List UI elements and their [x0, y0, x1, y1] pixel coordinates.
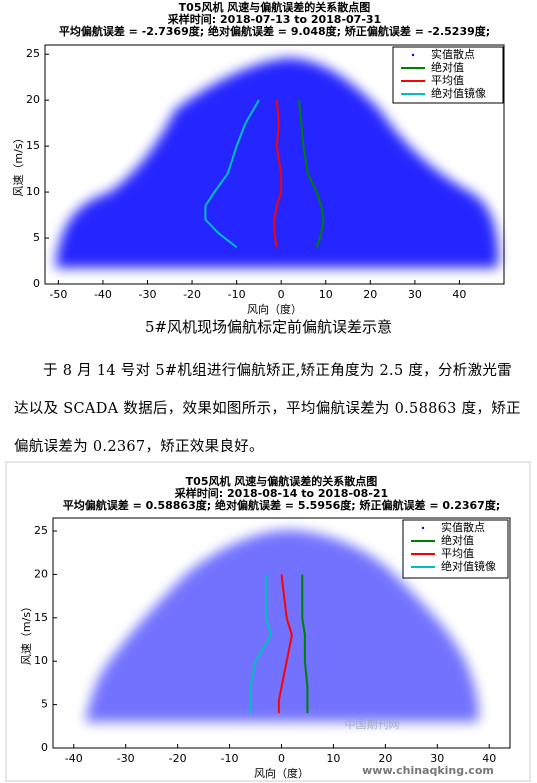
plot-frame — [44, 44, 505, 285]
y-tick-label: 25 — [26, 47, 40, 60]
chart-title: T05风机 风速与偏航误差的关系散点图 — [179, 0, 371, 14]
x-tick-label: 10 — [326, 752, 340, 765]
y-tick-label: 15 — [34, 611, 48, 624]
line-series — [273, 100, 283, 248]
legend-label: 实值散点 — [431, 47, 475, 61]
x-tick-label: 20 — [378, 752, 392, 765]
x-tick-label: 40 — [482, 752, 496, 765]
legend-label: 平均值 — [431, 74, 464, 87]
line-series — [298, 100, 325, 248]
scatter-cloud — [85, 530, 479, 722]
chart-stats: 平均偏航误差 = 0.58863度; 绝对偏航误差 = 5.5956度; 矫正偏… — [63, 498, 500, 512]
y-tick-label: 20 — [26, 93, 40, 106]
y-tick-label: 0 — [33, 277, 40, 290]
y-axis-label: 风速（m/s） — [12, 132, 25, 196]
chart-title: T05风机 风速与偏航误差的关系散点图 — [186, 474, 378, 488]
x-axis-label: 风向（度） — [247, 302, 302, 316]
y-tick-label: 5 — [41, 698, 48, 711]
paragraph: 于 8 月 14 号对 5#机组进行偏航矫正,矫正角度为 2.5 度，分析激光雷… — [14, 363, 521, 455]
line-series — [204, 99, 260, 249]
y-tick-label: 10 — [26, 185, 40, 198]
legend-swatch — [411, 53, 415, 57]
x-tick-label: 20 — [363, 288, 377, 301]
legend-label: 实值散点 — [441, 520, 485, 534]
chart-subtitle: 采样时间: 2018-07-13 to 2018-07-31 — [167, 12, 381, 26]
line-series — [301, 574, 309, 714]
legend-label: 绝对值镜像 — [431, 86, 486, 100]
line-series — [249, 574, 273, 714]
x-tick-label: -30 — [117, 752, 135, 765]
line-series — [277, 574, 293, 714]
x-tick-label: 30 — [408, 288, 422, 301]
chart-stats: 平均偏航误差 = -2.7369度; 绝对偏航误差 = 9.048度; 矫正偏航… — [59, 24, 490, 38]
figure-frame — [5, 461, 531, 782]
legend-label: 平均值 — [441, 547, 474, 560]
y-tick-label: 0 — [41, 741, 48, 754]
legend-label: 绝对值 — [431, 60, 464, 74]
x-tick-label: -20 — [183, 288, 201, 301]
x-axis-label: 风向（度） — [254, 766, 309, 780]
watermark-url: www.chinaqking.com — [362, 764, 494, 777]
x-tick-label: -50 — [49, 288, 67, 301]
y-axis-label: 风速（m/s） — [20, 601, 33, 665]
legend-label: 绝对值 — [441, 533, 474, 547]
watermark: 中国期刊网 — [345, 718, 400, 731]
y-tick-label: 20 — [34, 567, 48, 580]
x-tick-label: -40 — [94, 288, 112, 301]
legend-swatch — [421, 526, 425, 530]
y-tick-label: 10 — [34, 654, 48, 667]
legend-label: 绝对值镜像 — [441, 559, 496, 573]
figure-caption: 5#风机现场偏航标定前偏航误差示意 — [144, 318, 393, 336]
x-tick-label: 30 — [430, 752, 444, 765]
x-tick-label: 0 — [278, 752, 285, 765]
x-tick-label: -30 — [139, 288, 157, 301]
x-tick-label: 40 — [452, 288, 466, 301]
x-tick-label: -40 — [65, 752, 83, 765]
x-tick-label: 0 — [278, 288, 285, 301]
x-tick-label: -10 — [221, 752, 239, 765]
legend — [402, 519, 509, 579]
x-tick-label: -20 — [169, 752, 187, 765]
scatter-cloud — [55, 58, 499, 268]
chart-subtitle: 采样时间: 2018-08-14 to 2018-08-21 — [174, 486, 388, 500]
x-tick-label: -10 — [228, 288, 246, 301]
y-tick-label: 25 — [34, 524, 48, 537]
y-tick-label: 5 — [33, 231, 40, 244]
x-tick-label: 10 — [319, 288, 333, 301]
y-tick-label: 15 — [26, 139, 40, 152]
